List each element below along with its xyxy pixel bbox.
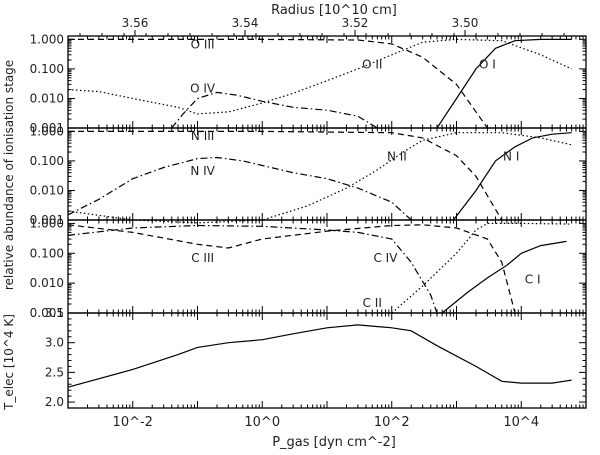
- bottom-axis-label: P_gas [dyn cm^-2]: [272, 435, 396, 450]
- series-label-o-ii: O II: [362, 58, 382, 72]
- series-line-n-i: [453, 132, 572, 221]
- series-label-o-iv: O IV: [190, 81, 216, 95]
- x-tick-label: 10^4: [503, 415, 539, 430]
- x-tick-label: 10^2: [374, 415, 410, 430]
- series-line-c-iv: [67, 224, 438, 314]
- top-tick-label: 3.54: [232, 16, 259, 30]
- y-tick-label-nitrogen: 0.001: [30, 213, 64, 227]
- y-tick-label-temperature: 2.0: [45, 395, 64, 409]
- top-tick-label: 3.56: [122, 16, 149, 30]
- y-tick-label-temperature: 2.5: [45, 365, 64, 379]
- series-line-o-ii: [67, 38, 572, 115]
- series-label-n-iii: N III: [191, 129, 214, 143]
- series-label-c-i: C I: [525, 273, 541, 287]
- y-tick-label-carbon: 0.100: [30, 246, 64, 260]
- series-line-temperature: [67, 324, 572, 388]
- series-label-c-ii: C II: [363, 296, 382, 310]
- series-line-n-ii: [67, 132, 572, 224]
- top-axis-label: Radius [10^10 cm]: [271, 3, 397, 18]
- y-tick-label-temperature: 3.0: [45, 336, 64, 350]
- top-tick-label: 3.50: [452, 16, 479, 30]
- series-line-n-iii: [68, 130, 503, 221]
- y-tick-label-carbon: 0.001: [30, 306, 64, 320]
- panel-frame-oxygen: [67, 35, 587, 129]
- series-label-c-iii: C III: [191, 251, 214, 265]
- series-line-c-ii: [391, 222, 572, 314]
- series-label-n-iv: N IV: [190, 164, 215, 178]
- series-line-o-i: [436, 38, 572, 129]
- y-tick-label-oxygen: 0.010: [30, 91, 64, 105]
- curves-layer: [67, 38, 572, 388]
- series-line-c-iii: [67, 224, 516, 314]
- y-axis-label-temperature: T_elec [10^4 K]: [2, 314, 16, 411]
- axes-layer: 1.0000.1000.0100.0011.0000.1000.0100.001…: [30, 16, 587, 430]
- y-tick-label-oxygen: 1.000: [30, 32, 64, 46]
- y-tick-label-nitrogen: 1.000: [30, 124, 64, 138]
- series-label-n-ii: N II: [387, 150, 407, 164]
- y-axis-label-abundance: relative abundance of ionisation stage: [2, 60, 16, 290]
- series-line-c-i: [441, 240, 567, 314]
- labels-layer: O III O IV O II O I N III N IV N II N I C III C I…: [190, 37, 540, 309]
- x-tick-label: 10^-2: [113, 415, 153, 430]
- series-label-n-i: N I: [503, 150, 519, 164]
- y-tick-label-nitrogen: 0.100: [30, 154, 64, 168]
- y-tick-label-carbon: 1.000: [30, 216, 64, 230]
- y-tick-label-oxygen: 0.001: [30, 121, 64, 135]
- y-tick-label-oxygen: 0.100: [30, 62, 64, 76]
- top-tick-label: 3.52: [342, 16, 369, 30]
- series-label-o-iii: O III: [191, 37, 215, 51]
- y-tick-label-temperature: 3.5: [45, 306, 64, 320]
- series-label-c-iv: C IV: [373, 251, 398, 265]
- x-tick-label: 10^0: [244, 415, 280, 430]
- y-tick-label-carbon: 0.010: [30, 276, 64, 290]
- series-line-o-iv: [171, 91, 378, 129]
- panel-frame-carbon: [67, 219, 587, 314]
- series-line-o-iii: [68, 38, 488, 129]
- series-label-o-i: O I: [479, 58, 496, 72]
- series-line-n-iv: [67, 156, 412, 221]
- y-tick-label-nitrogen: 0.010: [30, 183, 64, 197]
